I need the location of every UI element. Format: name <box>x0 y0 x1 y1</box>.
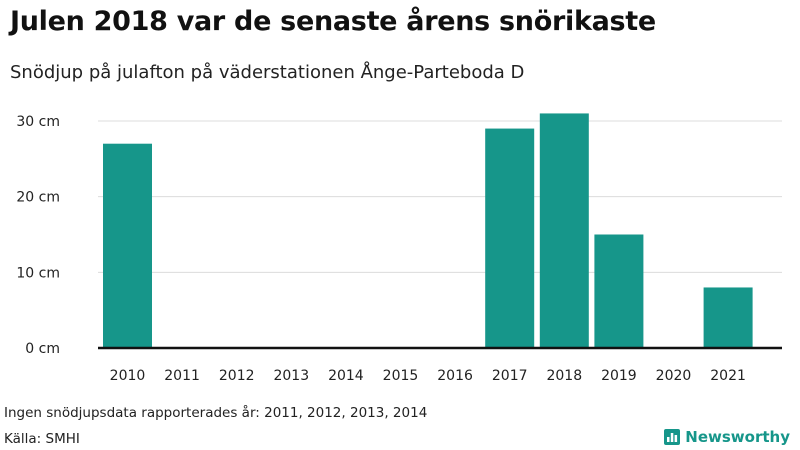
bar-2018 <box>539 113 589 348</box>
y-tick-label: 0 cm <box>25 341 60 357</box>
y-tick-labels: 0 cm 10 cm 20 cm 30 cm <box>16 114 60 357</box>
gridlines <box>98 120 782 273</box>
bars <box>103 113 753 348</box>
bar-2010 <box>103 143 152 348</box>
brand-name: Newsworthy <box>685 428 790 446</box>
x-tick-label-2016: 2016 <box>437 368 473 384</box>
x-tick-label-2010: 2010 <box>110 368 146 384</box>
chart-subtitle: Snödjup på julafton på väderstationen Ån… <box>10 62 525 83</box>
y-tick-label: 30 cm <box>16 114 60 130</box>
bar-chart: 0 cm 10 cm 20 cm 30 cm 2010 2011 2012 2013 2014… <box>16 113 782 384</box>
footnote-no-data: Ingen snödjupsdata rapporterades år: 201… <box>4 405 428 421</box>
bar-chart-logo-icon <box>664 429 681 445</box>
chart-title: Julen 2018 var de senaste årens snörikas… <box>10 6 656 37</box>
x-tick-label-2014: 2014 <box>328 368 364 384</box>
x-tick-label-2021: 2021 <box>710 368 746 384</box>
newsworthy-logo: Newsworthy <box>664 428 790 446</box>
x-tick-label-2013: 2013 <box>273 368 309 384</box>
x-tick-label-2018: 2018 <box>546 368 582 384</box>
source-label: Källa: SMHI <box>4 431 80 447</box>
x-tick-label-2017: 2017 <box>492 368 528 384</box>
y-tick-label: 20 cm <box>16 190 60 206</box>
bar-2019 <box>594 234 644 348</box>
bar-2021 <box>703 287 753 348</box>
x-tick-label-2012: 2012 <box>219 368 255 384</box>
x-tick-labels: 2010 2011 2012 2013 2014 2015 2016 2017 2018 2019… <box>110 368 746 384</box>
x-tick-label-2015: 2015 <box>383 368 419 384</box>
bar-2017 <box>485 128 535 348</box>
y-tick-label: 10 cm <box>16 265 60 281</box>
x-tick-label-2011: 2011 <box>164 368 200 384</box>
x-tick-label-2020: 2020 <box>656 368 692 384</box>
x-tick-label-2019: 2019 <box>601 368 637 384</box>
